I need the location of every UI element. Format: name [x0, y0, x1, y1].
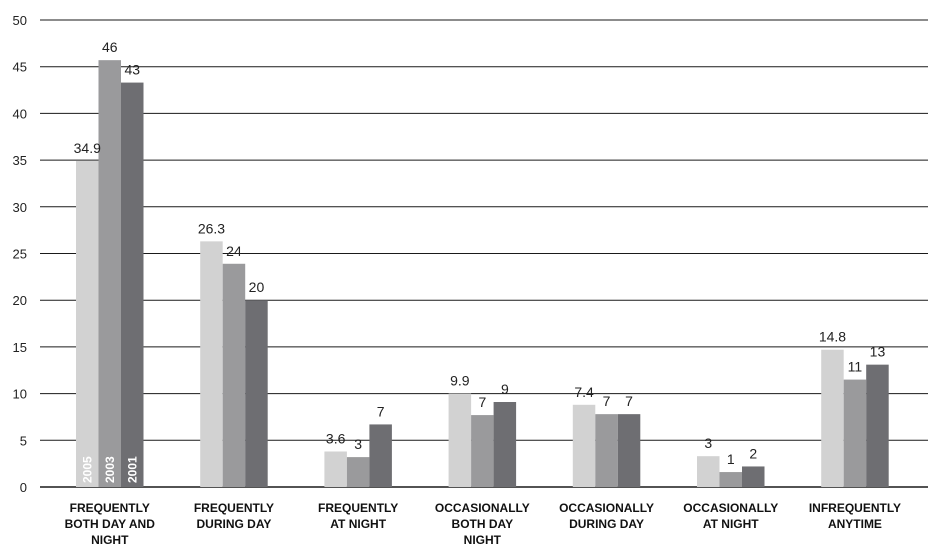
- data-label: 1: [727, 451, 735, 467]
- bar-2003-4: [595, 414, 618, 487]
- bar-2001-5: [742, 466, 765, 487]
- category-label: FREQUENTLY: [318, 501, 398, 515]
- data-label: 34.9: [74, 140, 101, 156]
- gridlines: [40, 19, 928, 488]
- bar-2001-2: [369, 424, 392, 487]
- category-label: OCCASIONALLY: [435, 501, 530, 515]
- category-label: DURING DAY: [569, 517, 644, 531]
- data-label: 7: [625, 393, 633, 409]
- y-tick-label: 20: [13, 293, 27, 308]
- bar-2005-2: [324, 451, 347, 487]
- category-label: FREQUENTLY: [194, 501, 274, 515]
- category-label: FREQUENTLY: [70, 501, 150, 515]
- data-label: 11: [848, 359, 863, 375]
- bar-2003-2: [346, 457, 370, 487]
- series-label-2005: 2005: [80, 456, 94, 483]
- data-label: 9: [501, 381, 509, 397]
- x-axis-categories: FREQUENTLY BOTH DAY AND NIGHT FREQUENTLY DUR…: [65, 501, 901, 547]
- data-label: 7.4: [574, 384, 594, 400]
- bar-2005-3: [448, 393, 472, 487]
- category-label: DURING DAY: [196, 517, 271, 531]
- y-tick-label: 35: [13, 153, 27, 168]
- data-label: 43: [124, 62, 140, 78]
- category-label: BOTH DAY AND: [65, 517, 156, 531]
- data-label: 7: [603, 393, 611, 409]
- data-label: 20: [249, 279, 265, 295]
- y-tick-label: 50: [13, 13, 27, 28]
- y-tick-label: 15: [13, 340, 27, 355]
- category-label: INFREQUENTLY: [809, 501, 901, 515]
- y-axis-ticks: 0 5 10 15 20 25 30 35 40 45 50: [13, 13, 27, 495]
- category-label: OCCASIONALLY: [559, 501, 654, 515]
- category-label: AT NIGHT: [703, 517, 759, 531]
- y-tick-label: 0: [20, 480, 27, 495]
- category-label: ANYTIME: [828, 517, 882, 531]
- data-label: 13: [870, 344, 886, 360]
- bar-2003-1: [222, 263, 246, 487]
- data-label: 3: [704, 435, 712, 451]
- data-label: 26.3: [198, 220, 225, 236]
- y-tick-label: 45: [13, 60, 27, 75]
- category-label: AT NIGHT: [330, 517, 386, 531]
- category-label: OCCASIONALLY: [683, 501, 778, 515]
- data-label: 14.8: [819, 329, 846, 345]
- y-tick-label: 30: [13, 200, 27, 215]
- series-labels: 2005 2003 2001: [80, 456, 139, 483]
- data-label: 3: [354, 436, 362, 452]
- data-label: 46: [102, 39, 118, 55]
- series-label-2003: 2003: [103, 456, 117, 483]
- y-tick-label: 25: [13, 247, 27, 262]
- bar-2005-4: [572, 404, 596, 487]
- bar-2001-1: [245, 300, 268, 487]
- data-label: 9.9: [450, 373, 470, 389]
- bar-2005-6: [821, 349, 844, 487]
- bar-2003-0: [98, 60, 121, 488]
- category-label: NIGHT: [464, 533, 502, 547]
- data-label: 2: [749, 445, 757, 461]
- bar-2001-0: [121, 82, 144, 487]
- bar-2005-5: [697, 456, 720, 487]
- y-tick-label: 40: [13, 106, 27, 121]
- data-label: 24: [226, 243, 242, 259]
- category-label: BOTH DAY: [452, 517, 514, 531]
- bar-2003-6: [843, 379, 867, 487]
- bar-2003-3: [471, 415, 494, 487]
- category-label: NIGHT: [91, 533, 129, 547]
- data-label: 3.6: [326, 431, 346, 447]
- bar-2005-1: [200, 241, 223, 487]
- data-label: 7: [377, 403, 385, 419]
- bar-2001-3: [493, 402, 517, 487]
- bar-2001-4: [617, 414, 641, 487]
- series-label-2001: 2001: [125, 456, 139, 483]
- bar-2001-6: [866, 364, 889, 487]
- bars: [76, 60, 889, 488]
- data-label: 7: [478, 394, 486, 410]
- y-tick-label: 5: [20, 433, 27, 448]
- bar-2005-0: [76, 161, 99, 487]
- bar-2003-5: [719, 472, 742, 487]
- y-tick-label: 10: [13, 387, 27, 402]
